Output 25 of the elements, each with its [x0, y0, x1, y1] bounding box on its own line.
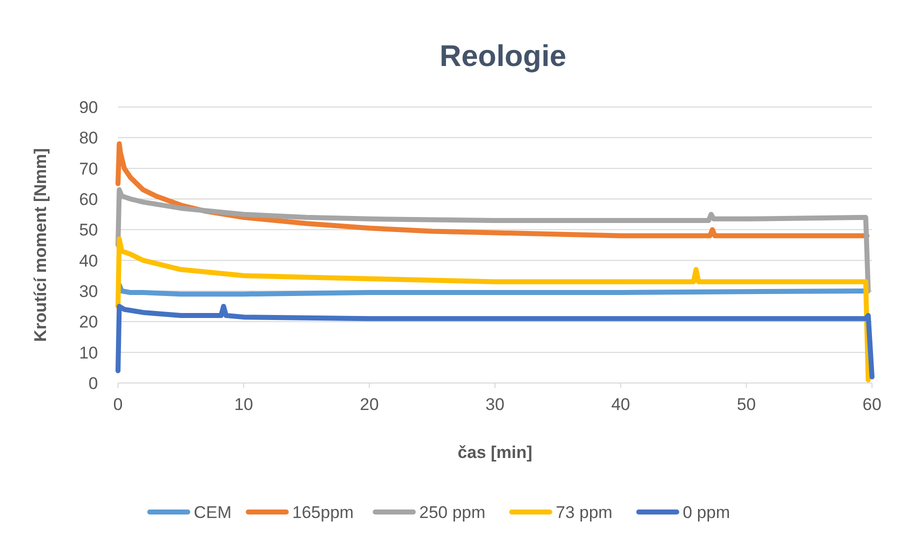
x-tick-label: 30 — [486, 395, 504, 414]
x-tick-label: 20 — [360, 395, 379, 414]
y-tick-label: 60 — [79, 190, 98, 209]
y-tick-label: 40 — [79, 251, 98, 270]
legend-label: CEM — [194, 503, 232, 522]
y-tick-label: 0 — [88, 374, 98, 393]
legend-label: 0 ppm — [682, 503, 730, 522]
y-tick-label: 20 — [79, 312, 98, 332]
x-tick-label: 10 — [234, 395, 254, 414]
x-tick-label: 60 — [862, 395, 882, 414]
y-tick-label: 70 — [79, 159, 98, 178]
legend-label: 250 ppm — [419, 503, 486, 522]
x-tick-label: 0 — [113, 395, 123, 414]
y-tick-label: 50 — [79, 220, 98, 240]
chart-title: Reologie — [440, 40, 566, 73]
y-tick-label: 30 — [79, 282, 98, 301]
x-tick-label: 50 — [736, 395, 756, 414]
x-tick-label: 40 — [611, 395, 630, 414]
legend-label: 165ppm — [292, 503, 354, 522]
y-tick-label: 80 — [79, 128, 98, 148]
y-tick-label: 90 — [79, 98, 98, 117]
y-axis-title: Kroutící moment [Nmm] — [31, 148, 50, 342]
x-axis-title: čas [min] — [458, 443, 532, 462]
y-tick-label: 10 — [79, 343, 98, 362]
legend-label: 73 ppm — [556, 503, 612, 522]
